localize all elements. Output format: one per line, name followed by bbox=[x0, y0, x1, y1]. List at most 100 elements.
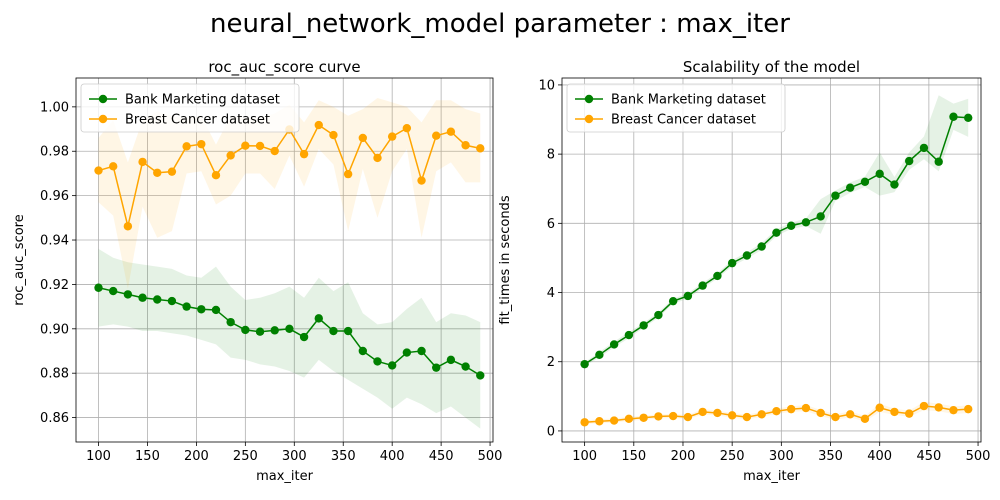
data-point bbox=[476, 371, 485, 380]
data-point bbox=[904, 409, 914, 418]
panel-title: Scalability of the model bbox=[683, 58, 860, 76]
data-point bbox=[402, 348, 412, 357]
data-point bbox=[197, 305, 206, 314]
data-point bbox=[432, 131, 441, 140]
legend-label: Breast Cancer dataset bbox=[611, 113, 756, 128]
data-point bbox=[138, 293, 147, 302]
data-point bbox=[890, 180, 899, 189]
data-point bbox=[713, 271, 722, 281]
data-point bbox=[241, 141, 250, 150]
data-point bbox=[654, 310, 663, 320]
y-tick-label: 0.96 bbox=[40, 189, 69, 204]
y-tick-label: 0 bbox=[547, 424, 555, 439]
legend-marker bbox=[98, 114, 108, 124]
x-tick-label: 450 bbox=[916, 449, 941, 464]
data-point bbox=[816, 408, 825, 418]
data-point bbox=[446, 355, 456, 365]
y-tick-label: 0.88 bbox=[40, 367, 69, 382]
data-point bbox=[461, 362, 470, 371]
data-point bbox=[358, 133, 368, 143]
legend-marker bbox=[584, 114, 594, 124]
data-point bbox=[772, 407, 781, 416]
x-tick-label: 500 bbox=[966, 449, 991, 464]
y-tick-label: 4 bbox=[547, 286, 555, 301]
data-point bbox=[329, 326, 338, 336]
data-point bbox=[801, 403, 811, 413]
y-tick-label: 2 bbox=[547, 355, 555, 370]
y-axis-label: fit_times in seconds bbox=[498, 195, 513, 324]
data-point bbox=[182, 302, 191, 311]
data-point bbox=[138, 157, 147, 167]
x-axis-label: max_iter bbox=[743, 469, 801, 484]
data-point bbox=[624, 414, 634, 424]
data-point bbox=[654, 412, 663, 421]
data-point bbox=[698, 407, 707, 417]
data-point bbox=[123, 290, 133, 299]
y-tick-label: 10 bbox=[538, 78, 555, 93]
data-point bbox=[182, 142, 191, 151]
data-point bbox=[624, 330, 634, 340]
data-point bbox=[211, 171, 221, 180]
x-axis-label: max_iter bbox=[256, 469, 314, 484]
data-point bbox=[757, 410, 766, 419]
data-point bbox=[387, 132, 397, 141]
data-point bbox=[153, 295, 162, 304]
data-point bbox=[285, 324, 294, 334]
x-tick-label: 450 bbox=[429, 449, 454, 464]
data-point bbox=[241, 325, 250, 335]
y-tick-label: 6 bbox=[547, 217, 555, 232]
figure-suptitle: neural_network_model parameter : max_ite… bbox=[210, 9, 790, 39]
data-point bbox=[314, 120, 323, 130]
data-point bbox=[417, 176, 426, 185]
x-tick-label: 100 bbox=[86, 449, 111, 464]
data-point bbox=[727, 411, 737, 420]
y-tick-label: 0.90 bbox=[40, 322, 69, 337]
data-point bbox=[580, 359, 589, 369]
data-point bbox=[299, 149, 309, 159]
data-point bbox=[860, 177, 870, 187]
data-point bbox=[845, 183, 855, 192]
data-point bbox=[786, 404, 796, 414]
data-point bbox=[108, 162, 118, 171]
legend-label: Breast Cancer dataset bbox=[125, 113, 270, 128]
y-tick-label: 0.86 bbox=[40, 411, 69, 426]
x-tick-label: 500 bbox=[478, 449, 503, 464]
data-point bbox=[432, 363, 441, 372]
series-band bbox=[98, 248, 481, 429]
data-point bbox=[270, 326, 279, 335]
y-tick-label: 0.98 bbox=[40, 145, 69, 160]
data-point bbox=[934, 157, 943, 166]
y-tick-label: 8 bbox=[547, 148, 555, 163]
data-point bbox=[446, 127, 456, 136]
data-point bbox=[255, 327, 265, 336]
data-point bbox=[698, 281, 707, 290]
data-point bbox=[417, 346, 426, 356]
data-point bbox=[314, 314, 323, 323]
axes-frame bbox=[75, 77, 494, 443]
data-point bbox=[786, 221, 796, 230]
data-point bbox=[949, 405, 958, 415]
data-point bbox=[167, 167, 177, 176]
data-point bbox=[343, 326, 353, 336]
data-point bbox=[845, 410, 855, 419]
data-point bbox=[123, 222, 133, 231]
y-tick-label: 0.94 bbox=[40, 234, 69, 249]
data-point bbox=[890, 407, 899, 417]
data-point bbox=[226, 151, 235, 160]
data-point bbox=[299, 332, 309, 342]
data-point bbox=[94, 283, 103, 292]
x-tick-label: 150 bbox=[621, 449, 646, 464]
data-point bbox=[683, 412, 693, 422]
data-point bbox=[919, 401, 929, 411]
data-point bbox=[860, 414, 870, 424]
data-point bbox=[904, 156, 914, 166]
data-point bbox=[461, 141, 470, 150]
data-point bbox=[211, 305, 221, 315]
roc-auc-panel: 100 150 200 250 300 350 400 450 500 0.86 0.88 0.90 0… bbox=[12, 58, 502, 484]
data-point bbox=[875, 403, 884, 412]
data-point bbox=[713, 408, 722, 418]
data-point bbox=[595, 417, 604, 426]
legend-box bbox=[80, 83, 300, 133]
data-point bbox=[226, 317, 235, 327]
